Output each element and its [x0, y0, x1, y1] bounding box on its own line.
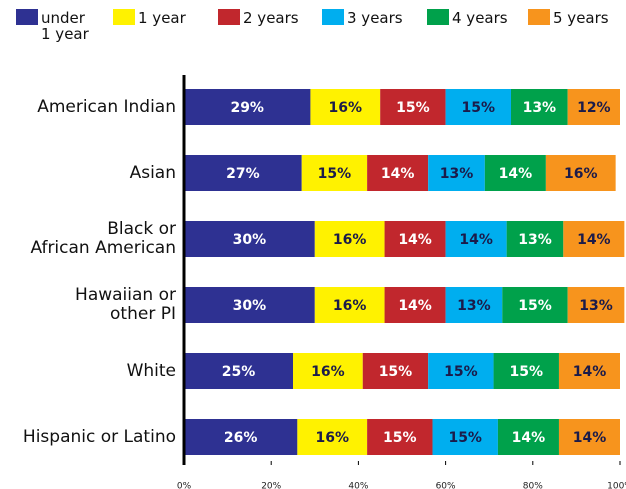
x-tick-label: 60% [436, 482, 456, 489]
data-label: 30% [233, 298, 267, 314]
data-label: 13% [457, 298, 491, 314]
data-label: 27% [226, 166, 260, 182]
bar-segment [497, 419, 559, 455]
data-label: 14% [499, 166, 533, 182]
data-label: 16% [333, 232, 367, 248]
data-label: 15% [379, 364, 413, 380]
bar-segment [484, 155, 546, 191]
bar-segment [184, 155, 302, 191]
x-tick-label: 0% [177, 482, 192, 489]
data-label: 15% [448, 430, 482, 446]
bar-segment [314, 287, 385, 323]
legend-swatch [427, 9, 449, 25]
legend-label: under 1 year [41, 9, 89, 43]
bar-segment [310, 89, 381, 125]
y-tick-label: Black or African American [30, 219, 176, 258]
data-label: 12% [577, 100, 611, 116]
bar-segment [314, 221, 385, 257]
data-label: 16% [315, 430, 349, 446]
bar-segment [567, 287, 625, 323]
data-label: 15% [396, 100, 430, 116]
bar-segment [506, 221, 564, 257]
data-label: 15% [318, 166, 352, 182]
bar-segment [362, 353, 429, 389]
x-tick-label: 40% [348, 482, 368, 489]
bar-segment [384, 221, 446, 257]
data-label: 15% [444, 364, 478, 380]
bar-segment [545, 155, 616, 191]
data-label: 14% [398, 232, 432, 248]
data-label: 16% [329, 100, 363, 116]
bar-segment [445, 221, 507, 257]
data-label: 13% [440, 166, 474, 182]
data-label: 15% [383, 430, 417, 446]
bar-segment [184, 419, 298, 455]
bar-segment [558, 353, 620, 389]
bar-segment [428, 353, 494, 389]
y-tick-label: Hispanic or Latino [22, 426, 176, 447]
legend-label: 2 years [243, 9, 299, 27]
legend-label: 4 years [452, 9, 508, 27]
x-tick-label: 100% [607, 482, 626, 489]
data-label: 13% [579, 298, 613, 314]
bar-segment [445, 89, 511, 125]
data-label: 30% [233, 232, 267, 248]
data-label: 14% [577, 232, 611, 248]
legend-swatch [528, 9, 550, 25]
data-label: 25% [222, 364, 256, 380]
data-label: 14% [573, 364, 607, 380]
bar-segment [367, 419, 433, 455]
data-label: 13% [523, 100, 557, 116]
bar-segment [563, 221, 625, 257]
data-label: 15% [518, 298, 552, 314]
data-label: 14% [398, 298, 432, 314]
bar-segment [493, 353, 559, 389]
data-label: 16% [311, 364, 345, 380]
bar-segment [558, 419, 620, 455]
legend-label: 3 years [347, 9, 403, 27]
legend-swatch [16, 9, 38, 25]
bar-segment [428, 155, 485, 191]
x-tick-label: 20% [261, 482, 281, 489]
legend-swatch [113, 9, 135, 25]
x-tick-label: 80% [523, 482, 543, 489]
data-label: 16% [333, 298, 367, 314]
data-label: 13% [518, 232, 552, 248]
bar-segment [511, 89, 568, 125]
data-label: 14% [512, 430, 546, 446]
data-label: 15% [462, 100, 496, 116]
y-tick-label: Asian [129, 162, 176, 183]
bar-segment [301, 155, 368, 191]
data-label: 14% [381, 166, 415, 182]
bar-segment [293, 353, 363, 389]
bar-segment [184, 287, 315, 323]
data-label: 29% [230, 100, 264, 116]
bar-segment [502, 287, 568, 323]
data-label: 16% [564, 166, 598, 182]
bar-segment [384, 287, 446, 323]
bar-segment [184, 89, 311, 125]
y-tick-label: White [126, 360, 176, 381]
legend-label: 5 years [553, 9, 609, 27]
bar-segment [297, 419, 368, 455]
data-label: 26% [224, 430, 258, 446]
bar-segment [567, 89, 620, 125]
data-label: 14% [459, 232, 493, 248]
data-label: 14% [573, 430, 607, 446]
bar-segment [380, 89, 446, 125]
bar-segment [367, 155, 429, 191]
bar-segment [432, 419, 498, 455]
data-label: 15% [510, 364, 544, 380]
bar-segment [445, 287, 503, 323]
y-tick-label: American Indian [37, 96, 176, 117]
y-tick-label: Hawaiian or other PI [75, 285, 176, 324]
legend-swatch [218, 9, 240, 25]
bar-segment [184, 221, 315, 257]
legend-swatch [322, 9, 344, 25]
legend-label: 1 year [138, 9, 186, 27]
bar-segment [184, 353, 293, 389]
